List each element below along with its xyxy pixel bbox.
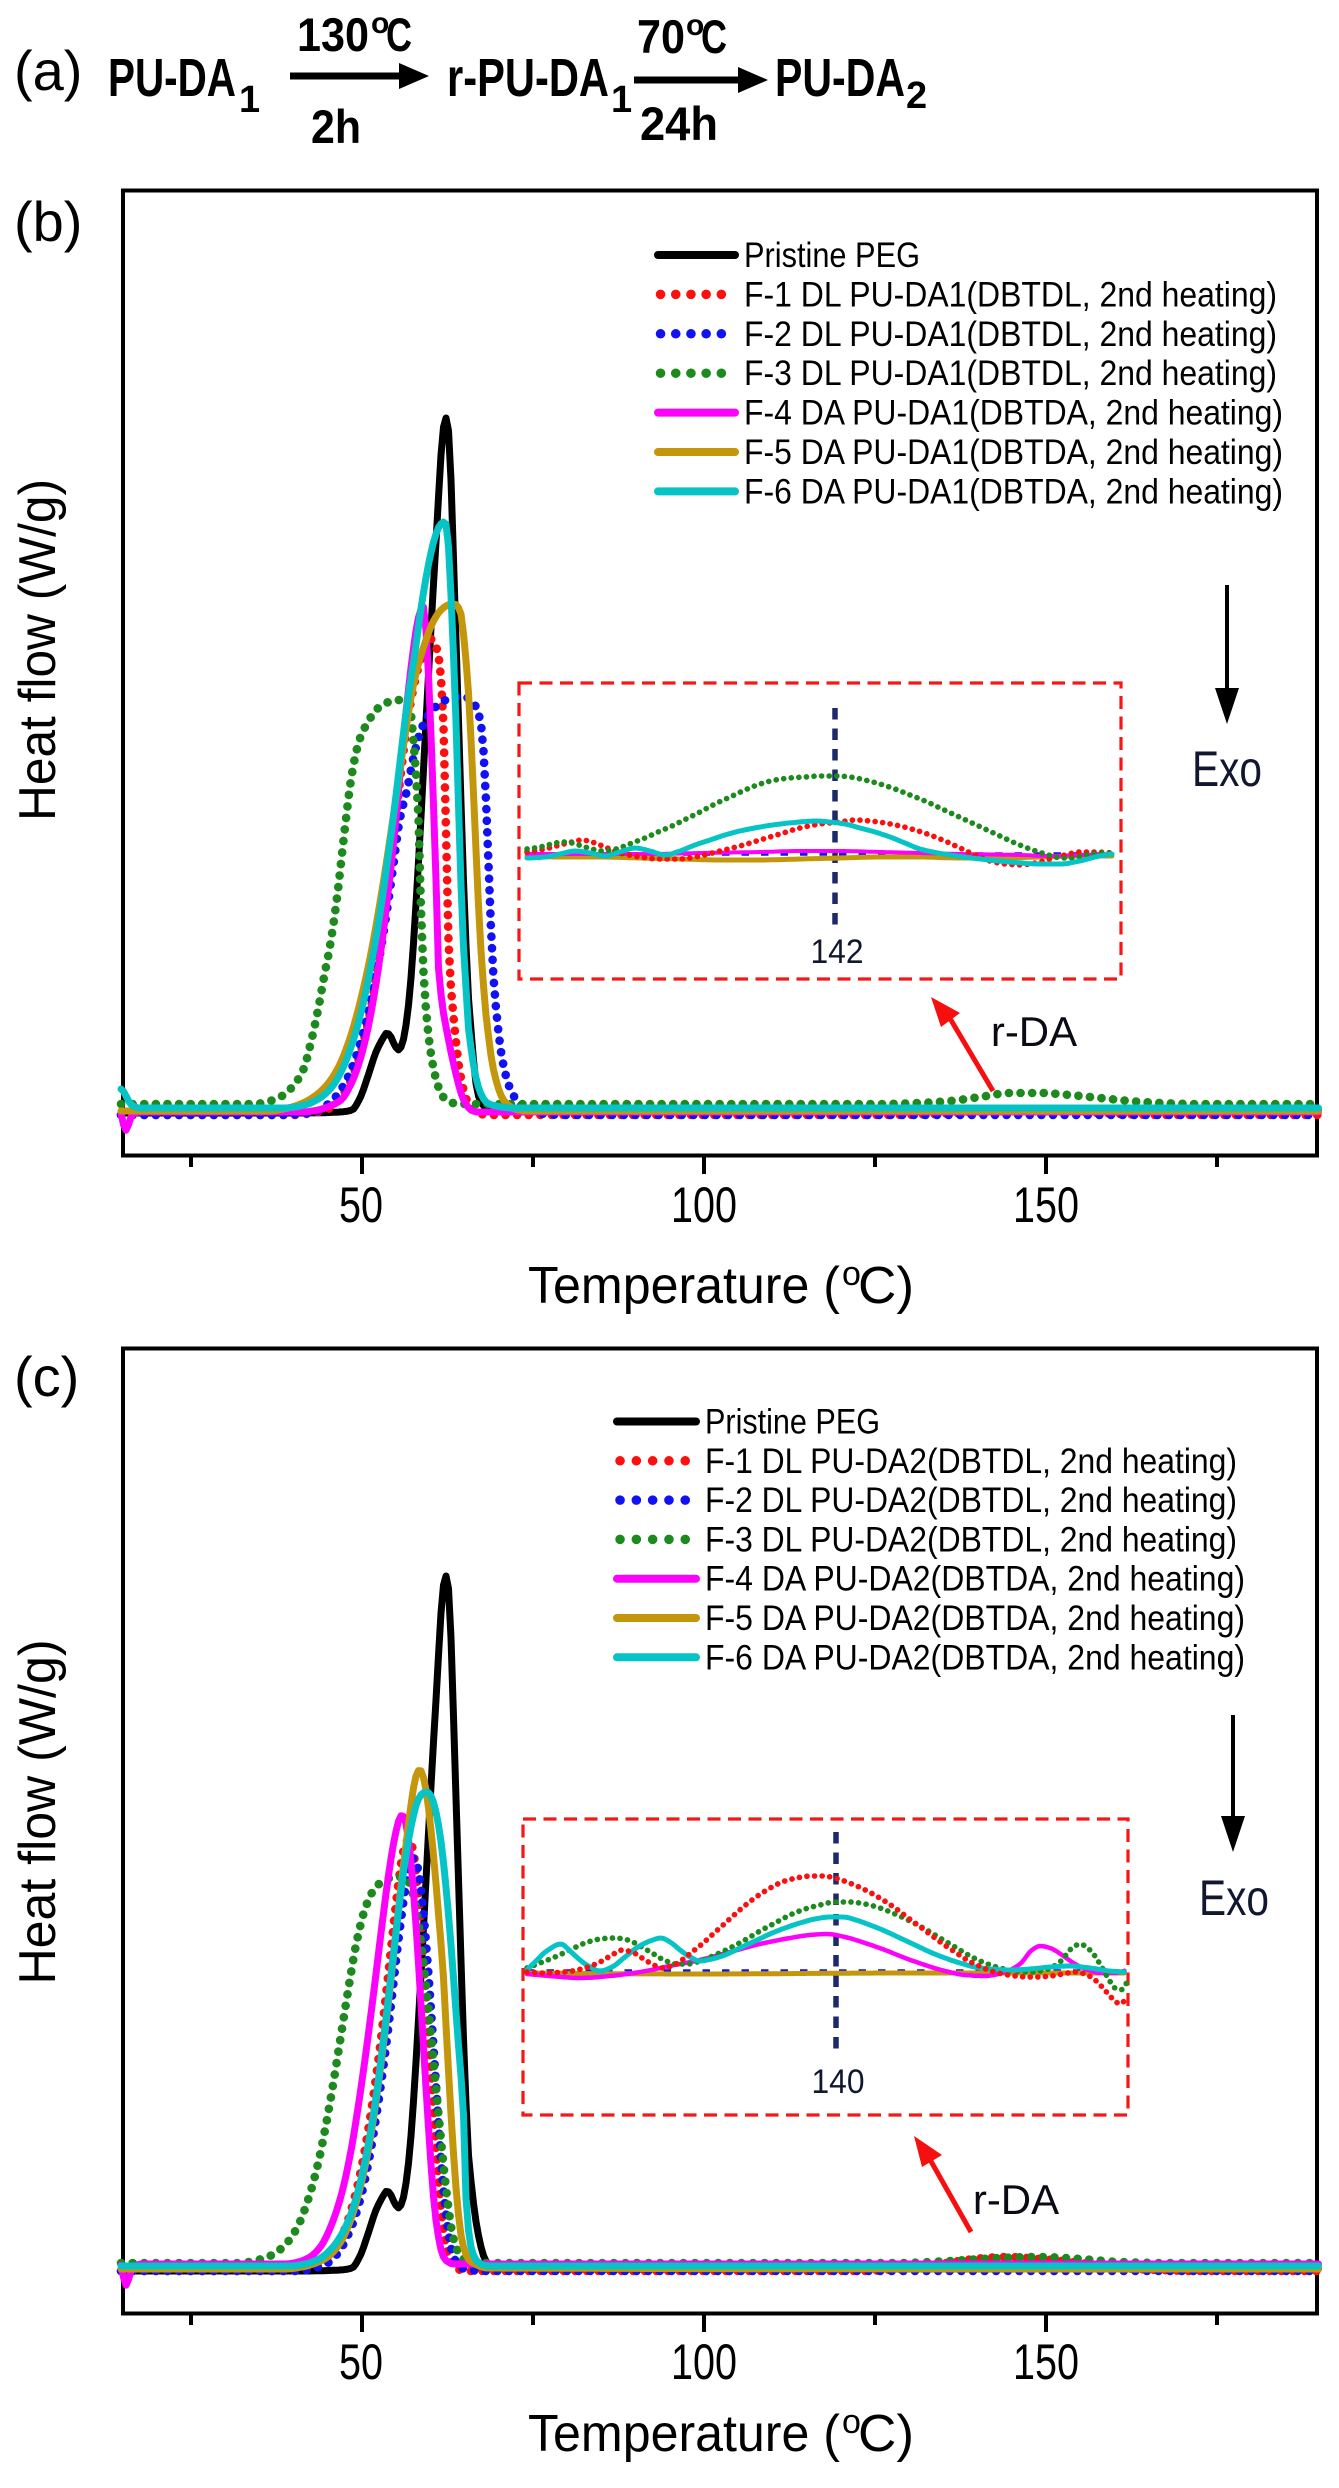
- svg-text:Exo: Exo: [1199, 1870, 1269, 1926]
- svg-text:Heat flow (W/g): Heat flow (W/g): [9, 1640, 67, 1985]
- svg-text:24h: 24h: [640, 97, 718, 150]
- svg-text:C): C): [858, 2405, 914, 2463]
- svg-text:Temperature (: Temperature (: [528, 2405, 841, 2463]
- svg-text:F-5 DA PU-DA1(DBTDA, 2nd heati: F-5 DA PU-DA1(DBTDA, 2nd heating): [744, 433, 1283, 472]
- svg-text:142: 142: [811, 933, 864, 971]
- svg-text:Pristine PEG: Pristine PEG: [744, 236, 920, 275]
- svg-text:F-2 DL PU-DA1(DBTDL, 2nd heati: F-2 DL PU-DA1(DBTDL, 2nd heating): [744, 315, 1277, 354]
- svg-text:F-1 DL PU-DA1(DBTDL, 2nd heati: F-1 DL PU-DA1(DBTDL, 2nd heating): [744, 275, 1277, 314]
- svg-text:F-4 DA PU-DA1(DBTDA, 2nd heati: F-4 DA PU-DA1(DBTDA, 2nd heating): [744, 394, 1283, 433]
- svg-text:C: C: [701, 10, 727, 63]
- svg-text:50: 50: [339, 1177, 383, 1233]
- svg-text:F-2 DL PU-DA2(DBTDL, 2nd heati: F-2 DL PU-DA2(DBTDL, 2nd heating): [705, 1481, 1237, 1520]
- svg-text:100: 100: [671, 2334, 737, 2390]
- svg-text:PU-DA: PU-DA: [108, 48, 236, 108]
- svg-text:C): C): [858, 1257, 914, 1315]
- svg-text:F-4 DA PU-DA2(DBTDA, 2nd heati: F-4 DA PU-DA2(DBTDA, 2nd heating): [705, 1560, 1245, 1599]
- svg-text:(c): (c): [14, 1345, 79, 1408]
- svg-text:r-DA: r-DA: [991, 1008, 1077, 1055]
- svg-text:C: C: [386, 8, 412, 61]
- svg-text:140: 140: [812, 2063, 865, 2101]
- svg-text:(b): (b): [14, 190, 82, 253]
- svg-text:130: 130: [297, 8, 369, 61]
- svg-text:F-6 DA PU-DA1(DBTDA, 2nd heati: F-6 DA PU-DA1(DBTDA, 2nd heating): [744, 472, 1283, 511]
- svg-text:(a): (a): [14, 39, 82, 102]
- svg-text:F-1 DL PU-DA2(DBTDL, 2nd heati: F-1 DL PU-DA2(DBTDL, 2nd heating): [705, 1442, 1237, 1481]
- svg-text:150: 150: [1013, 2334, 1079, 2390]
- svg-text:r-PU-DA: r-PU-DA: [447, 48, 609, 108]
- svg-text:70: 70: [637, 10, 685, 63]
- svg-text:F-3 DL PU-DA1(DBTDL, 2nd heati: F-3 DL PU-DA1(DBTDL, 2nd heating): [744, 354, 1277, 393]
- svg-text:F-5 DA PU-DA2(DBTDA, 2nd heati: F-5 DA PU-DA2(DBTDA, 2nd heating): [705, 1599, 1245, 1638]
- svg-text:PU-DA: PU-DA: [775, 48, 905, 108]
- svg-text:2h: 2h: [311, 100, 361, 153]
- svg-text:o: o: [686, 9, 704, 42]
- svg-text:F-6 DA PU-DA2(DBTDA, 2nd heati: F-6 DA PU-DA2(DBTDA, 2nd heating): [705, 1638, 1245, 1677]
- svg-text:1: 1: [239, 79, 260, 121]
- svg-text:Temperature (: Temperature (: [528, 1257, 841, 1315]
- svg-text:o: o: [371, 7, 389, 40]
- svg-text:o: o: [842, 1255, 861, 1293]
- svg-text:Pristine PEG: Pristine PEG: [705, 1403, 880, 1442]
- svg-text:50: 50: [339, 2334, 383, 2390]
- svg-text:100: 100: [671, 1177, 737, 1233]
- svg-text:2: 2: [906, 75, 927, 117]
- svg-text:Exo: Exo: [1192, 741, 1262, 797]
- svg-text:o: o: [842, 2403, 861, 2441]
- svg-text:1: 1: [611, 79, 632, 121]
- svg-text:150: 150: [1013, 1177, 1079, 1233]
- svg-text:F-3 DL PU-DA2(DBTDL, 2nd heati: F-3 DL PU-DA2(DBTDL, 2nd heating): [705, 1520, 1237, 1559]
- svg-text:Heat flow (W/g): Heat flow (W/g): [9, 479, 67, 821]
- svg-text:r-DA: r-DA: [973, 2176, 1059, 2223]
